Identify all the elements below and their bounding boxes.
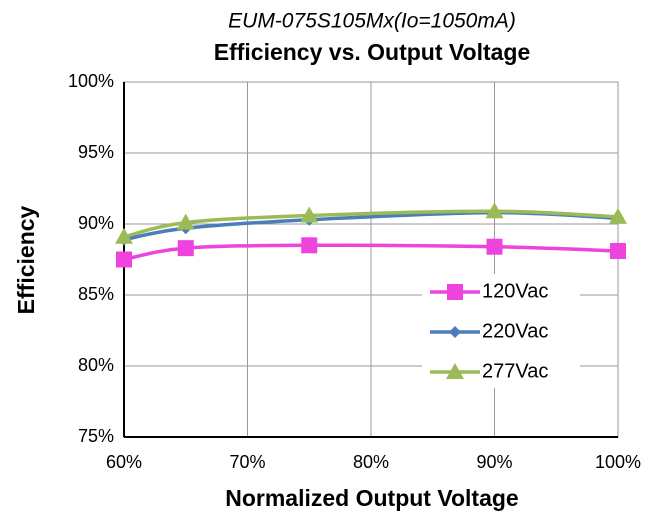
chart-subtitle: EUM-075S105Mx(Io=1050mA)	[228, 10, 516, 33]
x-tick-label: 80%	[353, 452, 389, 472]
y-axis-label: Efficiency	[13, 205, 39, 314]
marker	[446, 363, 464, 379]
marker	[486, 238, 503, 255]
marker	[116, 251, 132, 268]
marker	[609, 207, 627, 224]
y-tick-label: 90%	[78, 213, 114, 233]
x-tick-label: 60%	[106, 452, 142, 472]
marker	[449, 326, 461, 338]
y-tick-label: 100%	[68, 71, 114, 91]
y-tick-label: 95%	[78, 142, 114, 162]
y-tick-label: 75%	[78, 426, 114, 446]
marker	[610, 242, 626, 259]
marker	[115, 227, 133, 244]
marker	[300, 206, 319, 223]
x-axis-label: Normalized Output Voltage	[225, 485, 518, 511]
y-tick-label: 85%	[78, 284, 114, 304]
chart-title: Efficiency vs. Output Voltage	[214, 39, 531, 65]
y-tick-label: 80%	[78, 355, 114, 375]
x-tick-label: 70%	[229, 452, 265, 472]
marker	[447, 284, 463, 300]
marker	[485, 202, 504, 219]
marker	[301, 237, 318, 254]
x-tick-label: 90%	[476, 452, 512, 472]
legend-label: 120Vac	[482, 280, 548, 302]
marker	[177, 240, 194, 257]
legend-label: 220Vac	[482, 320, 548, 342]
x-tick-label: 100%	[595, 452, 641, 472]
marker	[176, 213, 195, 230]
legend-label: 277Vac	[482, 360, 548, 382]
